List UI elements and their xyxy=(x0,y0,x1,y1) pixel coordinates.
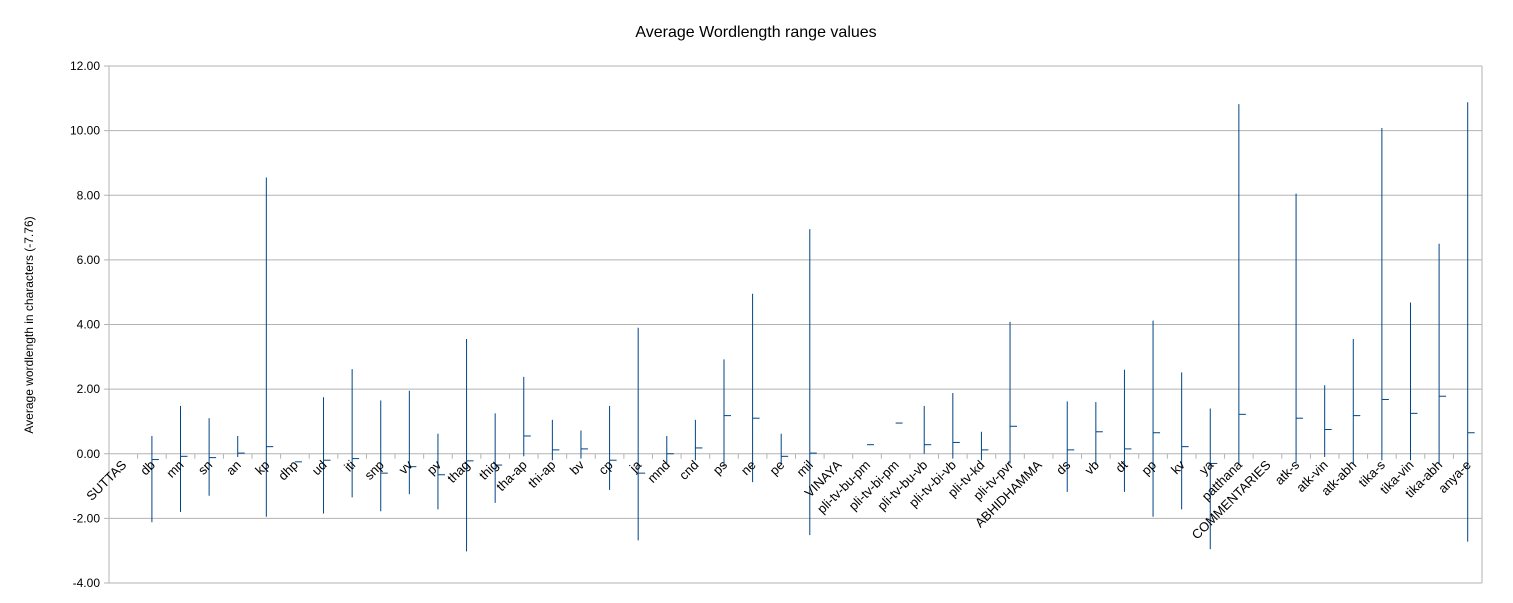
x-tick-label: sn xyxy=(195,457,215,477)
x-tick-label: dt xyxy=(1112,457,1131,476)
y-tick-label: 12.00 xyxy=(70,59,100,73)
x-tick-label: ps xyxy=(710,457,731,478)
x-tick-label: SUTTAS xyxy=(83,457,129,503)
x-tick-label: mnd xyxy=(644,457,672,485)
y-tick-label: -4.00 xyxy=(73,576,101,590)
x-tick-label: ne xyxy=(738,457,759,478)
x-tick-label: bv xyxy=(567,457,588,478)
plot-area xyxy=(151,102,1475,552)
x-tick-label: mil xyxy=(794,457,816,479)
y-tick-label: 6.00 xyxy=(77,253,101,267)
x-axis-ticks: SUTTAS db mn sn an kp dhp ud iti snp vv pv thag thigt… xyxy=(83,457,1474,543)
y-tick-label: 10.00 xyxy=(70,124,100,138)
x-tick-label: kv xyxy=(1168,457,1188,477)
y-tick-label: -2.00 xyxy=(73,511,101,525)
x-tick-label: thi-ap xyxy=(525,457,559,491)
x-tick-label: iti xyxy=(341,457,358,474)
y-tick-label: 4.00 xyxy=(77,318,101,332)
x-tick-label: vb xyxy=(1082,457,1102,477)
y-axis-label: Average wordlength in characters (-7.76) xyxy=(22,216,36,433)
x-tick-label: vv xyxy=(396,457,416,477)
x-tick-label: snp xyxy=(361,457,386,482)
x-tick-label: ds xyxy=(1053,457,1074,478)
y-tick-label: 0.00 xyxy=(77,447,101,461)
chart-title: Average Wordlength range values xyxy=(635,24,876,41)
x-tick-label: cnd xyxy=(676,457,701,482)
y-tick-label: 8.00 xyxy=(77,188,101,202)
x-tick-label: tha-ap xyxy=(493,457,530,494)
y-axis-ticks: -4.00 -2.00 0.00 2.00 4.00 6.00 8.00 10.00 12.00 xyxy=(70,59,100,590)
x-tick-label: dhp xyxy=(275,457,301,483)
x-tick-label: ya xyxy=(1196,457,1217,478)
x-tick-label: db xyxy=(137,457,158,478)
x-tick-label: mn xyxy=(163,457,186,480)
x-tick-label: pp xyxy=(1138,457,1159,478)
x-tick-label: pe xyxy=(766,457,787,478)
grid-lines xyxy=(104,65,1483,584)
x-tick-label: an xyxy=(223,457,244,478)
x-tick-label: thag xyxy=(444,457,473,486)
y-tick-label: 2.00 xyxy=(77,382,101,396)
x-tick-label: kp xyxy=(252,457,272,477)
